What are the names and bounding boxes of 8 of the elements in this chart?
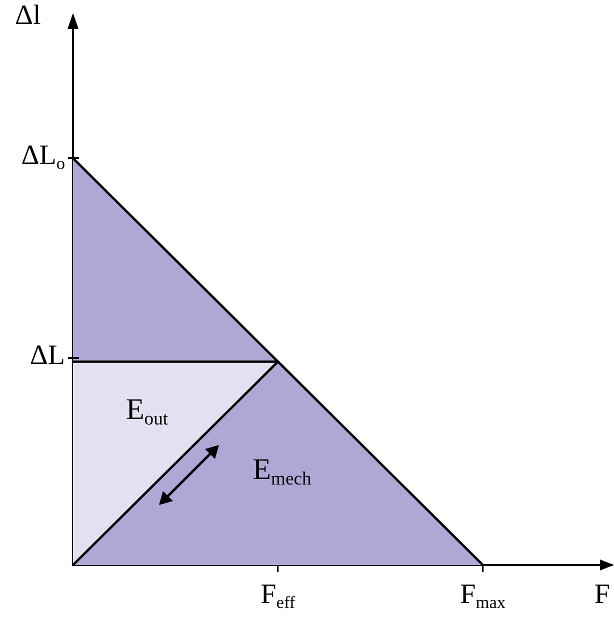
annotation: E$_{out}$	[126, 393, 168, 430]
x-tick-label: F$_{max}$	[460, 579, 506, 612]
y-axis-title: Δl	[15, 0, 41, 31]
x-axis-title: F	[594, 579, 610, 610]
x-tick-label: F$_{eff}$	[260, 579, 296, 612]
text: ΔL$_{o}$	[21, 140, 65, 173]
text: ΔL	[30, 340, 65, 371]
annotation: E$_{mech}$	[252, 453, 312, 490]
